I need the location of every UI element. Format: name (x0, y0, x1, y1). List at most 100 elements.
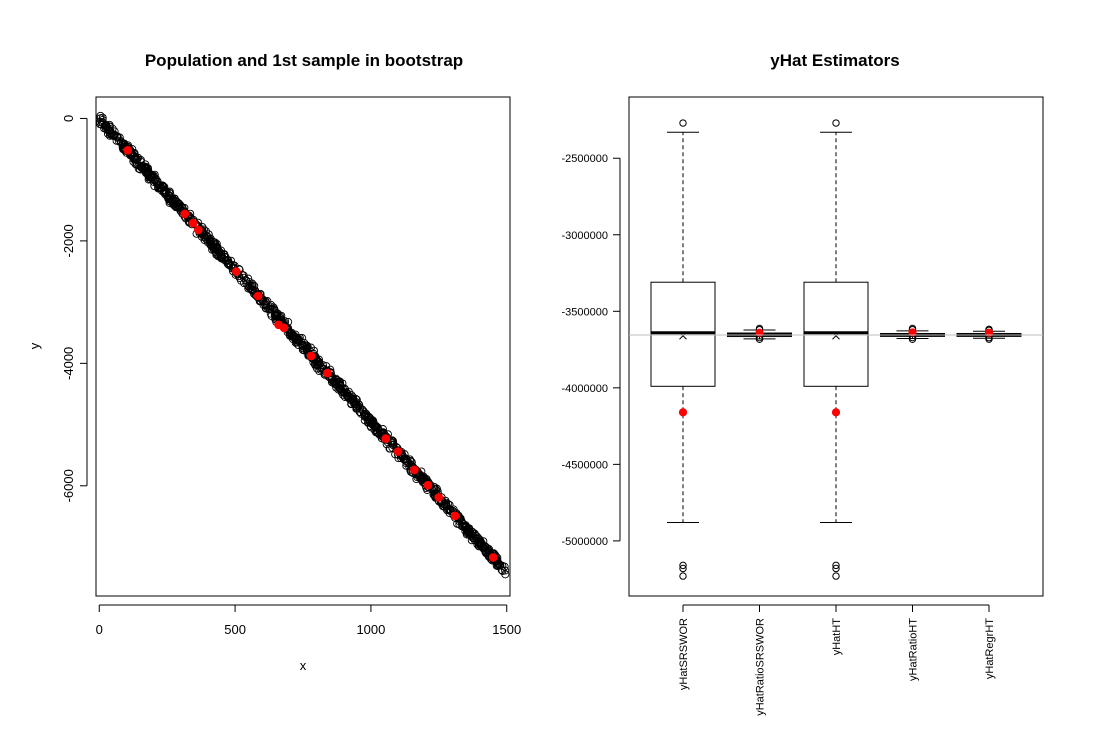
sample-estimate-point (831, 408, 841, 417)
population-point (298, 345, 307, 354)
sample-point (393, 447, 403, 456)
population-point (385, 444, 395, 453)
category-label: yHatRatioHT (908, 618, 920, 681)
boxplot-panel: yHat Estimators -2500000 -3000000 -3500000… (562, 51, 1044, 716)
boxplot-boxes (650, 119, 1022, 580)
population-point (144, 173, 153, 182)
boxplot-x-axis: yHatSRSWOR yHatRatioSRSWOR yHatHT yHatRatio… (678, 604, 996, 716)
box-iqr (803, 281, 869, 387)
sample-point (423, 480, 433, 490)
sample-points (123, 146, 498, 562)
population-point (105, 120, 114, 129)
population-point (96, 114, 105, 123)
population-point (226, 261, 236, 271)
population-point (154, 183, 163, 192)
mean-marker (832, 331, 840, 340)
population-point (248, 281, 257, 290)
population-point (366, 418, 375, 427)
population-point (219, 255, 228, 264)
population-point (430, 487, 439, 496)
sample-point (450, 511, 460, 521)
population-point (465, 525, 474, 534)
outlier-point (679, 572, 687, 580)
y-tick-label: 0 (61, 115, 76, 122)
outlier-point (832, 119, 840, 127)
sample-point (123, 146, 133, 155)
scatter-x-label: x (300, 658, 307, 673)
scatter-title: Population and 1st sample in bootstrap (145, 51, 463, 70)
population-point (418, 473, 427, 482)
mean-marker (679, 331, 687, 340)
population-point (312, 356, 321, 365)
scatter-plot-frame (95, 96, 511, 597)
population-point (336, 385, 346, 394)
sample-point (488, 553, 498, 562)
population-point (471, 531, 480, 540)
y-tick-label: -3000000 (562, 230, 609, 242)
sample-point (410, 465, 419, 475)
population-point (443, 505, 452, 514)
population-point (306, 343, 315, 352)
population-point (131, 160, 140, 169)
population-point (298, 340, 307, 349)
x-tick-label: 1000 (356, 622, 385, 637)
box-iqr (650, 281, 716, 387)
population-point (363, 415, 373, 424)
sample-point (306, 351, 316, 361)
population-point (291, 330, 300, 339)
sample-estimate-point (678, 408, 688, 417)
population-point (150, 176, 159, 185)
y-tick-label: -3500000 (562, 306, 609, 318)
sample-point (194, 225, 203, 235)
population-point (273, 309, 282, 318)
population-point (482, 548, 491, 557)
box-yHatSRSWOR (650, 119, 716, 580)
population-point (272, 310, 281, 319)
population-point (169, 200, 178, 209)
population-point (248, 285, 257, 294)
y-tick-label: -2500000 (562, 153, 609, 165)
population-point (109, 131, 118, 140)
sample-point (232, 267, 241, 276)
population-point (158, 181, 167, 190)
population-point (267, 305, 276, 314)
box-yHatRatioHT (880, 324, 945, 344)
population-point (209, 244, 219, 253)
category-label: yHatSRSWOR (678, 618, 690, 690)
box-yHatRatioSRSWOR (727, 324, 792, 344)
outlier-point (832, 572, 840, 580)
sample-point (279, 323, 289, 333)
sample-point (253, 291, 263, 301)
y-tick-label: -6000 (61, 469, 76, 502)
population-point (212, 244, 222, 253)
population-point (290, 334, 300, 343)
boxplot-y-axis: -2500000 -3000000 -3500000 -4000000 -4500000… (562, 153, 621, 548)
scatter-y-axis: 0 -2000 -4000 -6000 (61, 115, 88, 502)
sample-estimate-point (908, 328, 917, 337)
sample-point (180, 209, 190, 219)
x-tick-label: 500 (224, 622, 246, 637)
population-point (338, 379, 347, 388)
population-point (474, 542, 483, 551)
population-point (261, 298, 270, 308)
population-point (352, 403, 361, 412)
sample-point (188, 218, 198, 228)
population-point (96, 120, 105, 129)
boxplot-plot-frame (628, 96, 1044, 597)
population-point (316, 365, 325, 374)
category-label: yHatRegrHT (984, 618, 996, 679)
outlier-point (832, 564, 840, 573)
population-point (407, 458, 416, 467)
sample-point (323, 368, 332, 378)
population-point (212, 249, 221, 258)
population-point (441, 501, 450, 510)
x-tick-label: 1500 (492, 622, 521, 637)
sample-point (381, 434, 391, 443)
population-point (476, 541, 485, 550)
population-point (106, 127, 115, 136)
population-point (470, 536, 479, 545)
population-point (342, 389, 351, 398)
sample-point (434, 493, 444, 502)
population-point (115, 133, 124, 142)
